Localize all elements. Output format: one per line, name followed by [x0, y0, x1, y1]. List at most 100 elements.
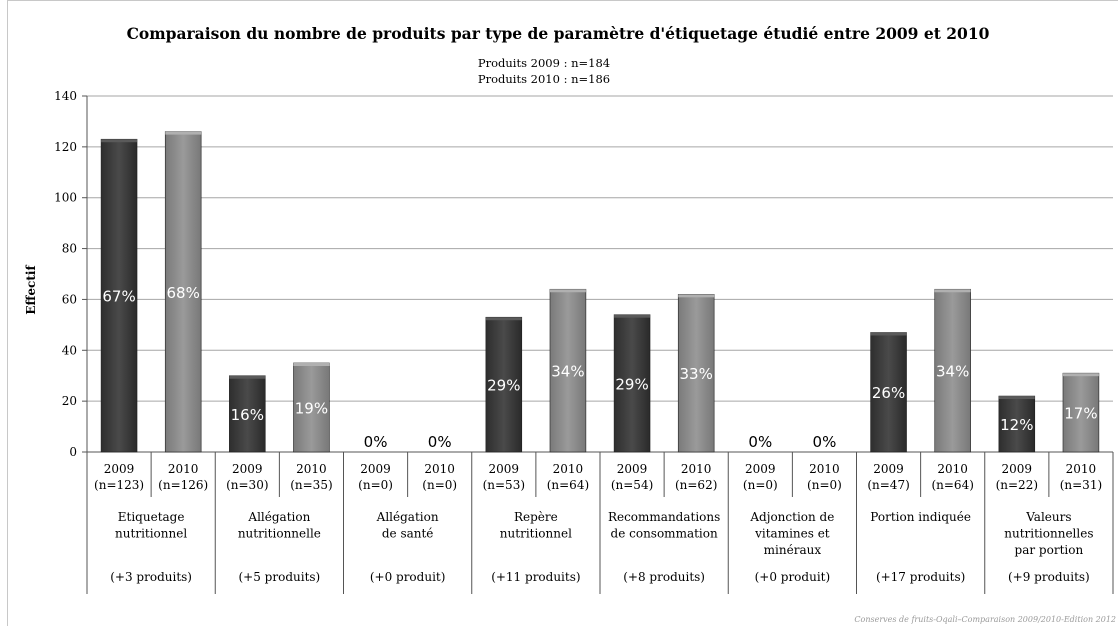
group-change-label: (+17 produits)	[876, 570, 965, 584]
chart-subtitle-line-2: Produits 2010 : n=186	[478, 72, 610, 86]
bar-2009	[100, 138, 138, 453]
x-n-label: (n=30)	[226, 478, 268, 492]
x-year-label: 2010	[1066, 462, 1097, 476]
data-label-pct: 12%	[1000, 416, 1033, 434]
x-year-label: 2010	[809, 462, 840, 476]
x-year-label: 2009	[232, 462, 263, 476]
x-year-label: 2009	[617, 462, 648, 476]
x-n-label: (n=22)	[996, 478, 1038, 492]
y-tick-label: 20	[62, 394, 77, 408]
group-label: Allégation	[376, 510, 439, 524]
group-label: Allégation	[247, 510, 310, 524]
group-change-label: (+0 produit)	[370, 570, 446, 584]
bar-top-highlight	[614, 314, 651, 318]
group-label: nutritionnelles	[1004, 527, 1093, 541]
bar-top-highlight	[485, 317, 522, 321]
data-label-pct: 0%	[748, 433, 772, 451]
group-label: Valeurs	[1025, 510, 1071, 524]
chart-subtitle-line-1: Produits 2009 : n=184	[478, 56, 610, 70]
y-tick-label: 0	[69, 445, 77, 459]
x-n-label: (n=126)	[158, 478, 208, 492]
x-n-label: (n=31)	[1060, 478, 1102, 492]
group-label: vitamines et	[754, 527, 830, 541]
data-label-pct: 34%	[936, 363, 969, 381]
x-n-label: (n=47)	[867, 478, 909, 492]
group-label: Repère	[514, 510, 558, 524]
bar-2009	[613, 314, 651, 453]
bar-2010	[1062, 372, 1100, 453]
data-label-pct: 26%	[872, 384, 905, 402]
bar-2009	[998, 395, 1036, 453]
data-label-pct: 34%	[551, 363, 584, 381]
group-label: par portion	[1015, 543, 1084, 557]
chart-title: Comparaison du nombre de produits par ty…	[127, 24, 990, 43]
group-label: de consommation	[611, 527, 718, 541]
x-n-label: (n=53)	[483, 478, 525, 492]
bar-2010	[677, 294, 715, 453]
y-tick-label: 40	[62, 343, 77, 357]
data-label-pct: 67%	[102, 288, 135, 306]
x-year-label: 2009	[873, 462, 904, 476]
x-n-label: (n=0)	[743, 478, 778, 492]
x-n-label: (n=35)	[290, 478, 332, 492]
bar-top-highlight	[165, 131, 202, 135]
x-n-label: (n=123)	[94, 478, 144, 492]
group-change-label: (+8 produits)	[623, 570, 705, 584]
group-label: de santé	[382, 527, 434, 541]
x-year-label: 2010	[296, 462, 327, 476]
x-year-label: 2010	[681, 462, 712, 476]
data-label-pct: 0%	[428, 433, 452, 451]
group-label: Portion indiquée	[870, 510, 971, 524]
data-label-pct: 16%	[231, 406, 264, 424]
data-label-pct: 17%	[1064, 405, 1097, 423]
x-year-label: 2009	[745, 462, 776, 476]
x-n-label: (n=62)	[675, 478, 717, 492]
group-change-label: (+0 produit)	[755, 570, 831, 584]
bar-2009	[229, 375, 266, 453]
group-change-label: (+3 produits)	[110, 570, 192, 584]
bar-top-highlight	[549, 289, 586, 293]
group-label: nutritionnel	[500, 527, 572, 541]
x-n-label: (n=0)	[422, 478, 457, 492]
group-label: Etiquetage	[118, 510, 185, 524]
bar-top-highlight	[934, 289, 971, 293]
x-year-label: 2010	[937, 462, 968, 476]
group-label: Recommandations	[608, 510, 720, 524]
group-change-label: (+5 produits)	[239, 570, 321, 584]
bar-top-highlight	[678, 294, 715, 298]
bar-top-highlight	[101, 139, 138, 143]
bar-top-highlight	[870, 332, 907, 336]
bar-top-highlight	[998, 396, 1035, 400]
bar-top-highlight	[293, 363, 330, 366]
bar-2010	[934, 288, 971, 453]
bar-top-highlight	[1062, 373, 1099, 377]
bar-2009	[485, 316, 523, 453]
group-label: nutritionnelle	[238, 527, 321, 541]
group-change-label: (+9 produits)	[1008, 570, 1090, 584]
bar-2009	[870, 332, 907, 453]
x-year-label: 2010	[553, 462, 584, 476]
data-label-pct: 29%	[615, 375, 648, 393]
x-n-label: (n=54)	[611, 478, 653, 492]
group-change-label: (+11 produits)	[491, 570, 580, 584]
x-n-label: (n=64)	[547, 478, 589, 492]
bar-top-highlight	[229, 375, 266, 379]
y-tick-label: 140	[54, 89, 77, 103]
y-tick-label: 60	[62, 292, 77, 306]
x-year-label: 2010	[168, 462, 199, 476]
bar-2010	[164, 131, 202, 453]
data-label-pct: 29%	[487, 377, 520, 395]
data-label-pct: 19%	[295, 400, 328, 418]
group-label: minéraux	[764, 543, 822, 557]
x-n-label: (n=64)	[931, 478, 973, 492]
x-n-label: (n=0)	[358, 478, 393, 492]
data-label-pct: 33%	[680, 365, 713, 383]
group-label: nutritionnel	[115, 527, 187, 541]
data-label-pct: 0%	[813, 433, 837, 451]
chart-frame	[7, 0, 1118, 626]
bar-2010	[293, 362, 330, 453]
x-year-label: 2010	[424, 462, 455, 476]
y-tick-label: 120	[54, 140, 77, 154]
y-tick-label: 100	[54, 191, 77, 205]
